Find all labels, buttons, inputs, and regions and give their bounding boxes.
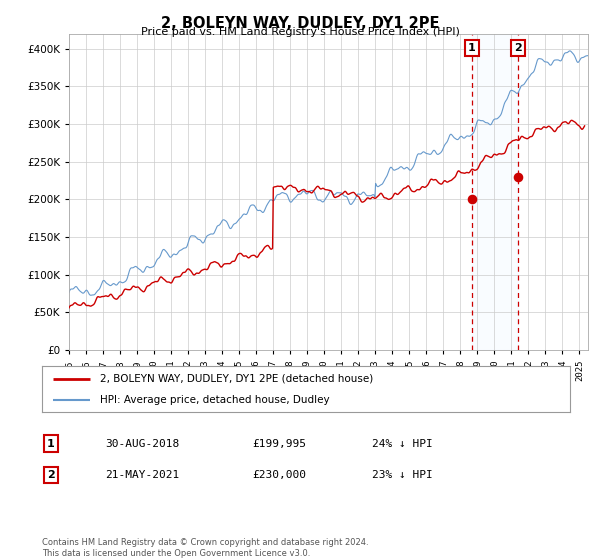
Text: Contains HM Land Registry data © Crown copyright and database right 2024.
This d: Contains HM Land Registry data © Crown c… [42, 538, 368, 558]
Text: Price paid vs. HM Land Registry's House Price Index (HPI): Price paid vs. HM Land Registry's House … [140, 27, 460, 37]
Text: £199,995: £199,995 [252, 438, 306, 449]
Bar [472, 34, 518, 350]
Text: 1: 1 [47, 438, 55, 449]
Text: 1: 1 [468, 43, 475, 53]
Text: 2, BOLEYN WAY, DUDLEY, DY1 2PE: 2, BOLEYN WAY, DUDLEY, DY1 2PE [161, 16, 439, 31]
Text: 2: 2 [47, 470, 55, 480]
Text: 30-AUG-2018: 30-AUG-2018 [105, 438, 179, 449]
Text: £230,000: £230,000 [252, 470, 306, 480]
Text: HPI: Average price, detached house, Dudley: HPI: Average price, detached house, Dudl… [100, 395, 330, 405]
Text: 2: 2 [514, 43, 522, 53]
Text: 21-MAY-2021: 21-MAY-2021 [105, 470, 179, 480]
Text: 2, BOLEYN WAY, DUDLEY, DY1 2PE (detached house): 2, BOLEYN WAY, DUDLEY, DY1 2PE (detached… [100, 374, 373, 384]
Text: 23% ↓ HPI: 23% ↓ HPI [372, 470, 433, 480]
Point [513, 172, 523, 181]
Text: 24% ↓ HPI: 24% ↓ HPI [372, 438, 433, 449]
Point [467, 195, 476, 204]
